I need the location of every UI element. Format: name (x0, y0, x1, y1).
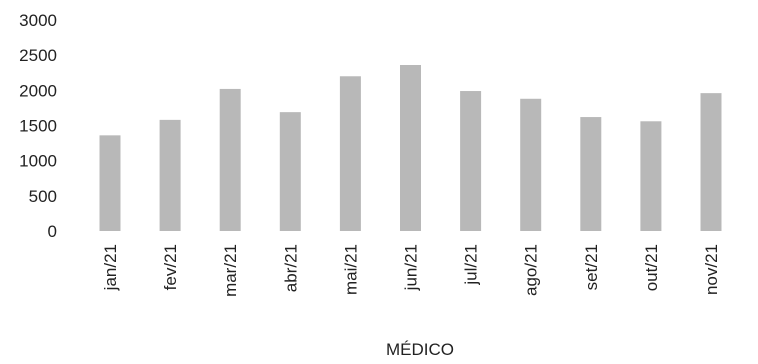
y-tick-label: 1500 (19, 117, 57, 136)
x-tick-label: nov/21 (702, 244, 721, 295)
y-tick-label: 3000 (19, 11, 57, 30)
x-tick-label: jan/21 (101, 244, 120, 291)
y-tick-label: 500 (29, 187, 57, 206)
bar-ago-21 (520, 98, 542, 231)
y-tick-label: 0 (48, 222, 57, 241)
x-tick-label: set/21 (582, 244, 601, 290)
x-tick-label: ago/21 (522, 244, 541, 296)
bar-mar-21 (219, 88, 241, 231)
x-axis-title: MÉDICO (386, 340, 454, 359)
bar-set-21 (580, 117, 602, 231)
x-tick-label: mar/21 (221, 244, 240, 297)
x-tick-label: out/21 (642, 244, 661, 291)
y-tick-label: 2000 (19, 81, 57, 100)
y-tick-label: 2500 (19, 46, 57, 65)
x-tick-label: jul/21 (462, 244, 481, 286)
bar-out-21 (640, 121, 662, 231)
bar-jan-21 (99, 135, 121, 231)
x-tick-label: fev/21 (161, 244, 180, 290)
x-axis-labels: jan/21 fev/21 mar/21 abr/21 mai/21 jun/21 jul/… (101, 244, 721, 297)
bars (99, 65, 722, 232)
y-tick-label: 1000 (19, 152, 57, 171)
x-tick-label: abr/21 (281, 244, 300, 292)
bar-mai-21 (339, 76, 361, 232)
y-axis-ticks: 0 500 1000 1500 2000 2500 3000 (19, 11, 57, 241)
bar-jun-21 (400, 65, 421, 231)
bar-jul-21 (460, 91, 482, 231)
bar-nov-21 (700, 93, 722, 231)
x-tick-label: mai/21 (341, 244, 360, 295)
bar-abr-21 (279, 112, 301, 231)
x-tick-label: jun/21 (402, 244, 421, 291)
bar-fev-21 (159, 119, 181, 231)
